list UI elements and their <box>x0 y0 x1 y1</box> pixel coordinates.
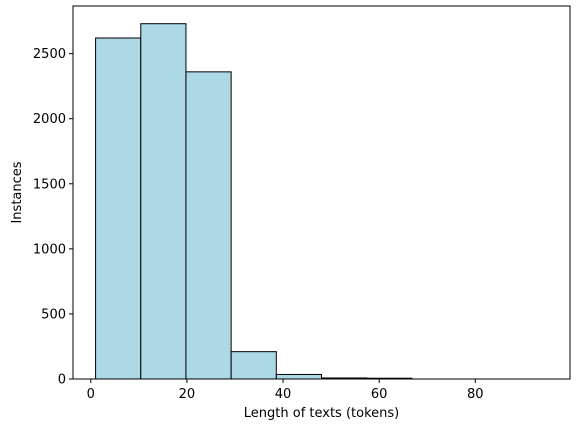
y-tick-label: 500 <box>41 307 66 322</box>
y-axis-ticks: 0 500 1000 1500 2000 2500 <box>33 47 73 388</box>
y-axis-label: Instances <box>10 161 25 223</box>
histogram-bar <box>275 373 322 380</box>
plot-frame <box>72 5 571 380</box>
x-tick-label: 80 <box>467 387 484 402</box>
histogram-bar <box>95 37 142 380</box>
x-tick-label: 40 <box>275 387 292 402</box>
y-tick-label: 2500 <box>33 47 66 62</box>
y-tick-label: 1000 <box>33 242 66 257</box>
y-tick-label: 1500 <box>33 177 66 192</box>
histogram-bar <box>140 23 187 380</box>
histogram-bar <box>230 351 277 380</box>
y-tick-label: 2000 <box>33 112 66 127</box>
x-tick-label: 0 <box>87 387 95 402</box>
x-axis-ticks: 0 20 40 60 80 <box>87 379 484 402</box>
x-tick-label: 20 <box>179 387 196 402</box>
y-tick-label: 0 <box>58 373 66 388</box>
histogram-bars <box>95 23 413 380</box>
x-axis-label: Length of texts (tokens) <box>244 406 399 421</box>
histogram-bar <box>185 71 232 380</box>
x-tick-label: 60 <box>371 387 388 402</box>
